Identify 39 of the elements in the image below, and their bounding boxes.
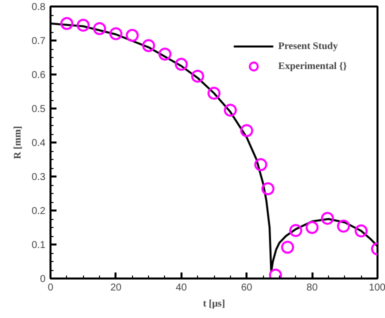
x-tick-label: 20 <box>110 282 122 294</box>
point <box>93 22 106 36</box>
x-tick-label: 60 <box>241 282 253 294</box>
legend-label: Present Study <box>278 40 338 52</box>
y-tick-label: 0.6 <box>32 70 46 81</box>
y-tick-label: 0.5 <box>32 104 46 115</box>
point <box>336 220 350 233</box>
point <box>109 27 122 40</box>
x-tick-label: 0 <box>48 282 54 294</box>
point <box>306 221 319 234</box>
point <box>254 158 268 172</box>
point <box>76 18 90 32</box>
point <box>208 86 220 100</box>
y-tick-label: 0.7 <box>32 36 46 47</box>
x-tick-label: 100 <box>368 282 385 294</box>
legend-label: Experimental {} <box>278 60 347 72</box>
point <box>191 70 204 83</box>
x-tick-label: 80 <box>306 282 318 294</box>
y-axis-title: R [mm] <box>12 126 24 160</box>
point <box>158 48 172 61</box>
x-axis-title: t [μs] <box>202 298 226 310</box>
point <box>142 39 156 52</box>
point <box>60 17 74 30</box>
point <box>224 104 237 117</box>
point <box>174 58 188 71</box>
point <box>126 28 139 42</box>
point <box>240 124 254 138</box>
y-tick-label: 0.4 <box>32 138 46 149</box>
point <box>261 182 274 196</box>
point <box>354 224 368 238</box>
point <box>289 224 302 238</box>
point <box>281 240 294 254</box>
y-tick-label: 0.2 <box>32 206 46 217</box>
y-tick-label: 0 <box>40 274 46 285</box>
x-tick-label: 40 <box>176 282 188 294</box>
y-tick-label: 0.8 <box>32 2 46 13</box>
point <box>320 212 334 225</box>
y-tick-label: 0.3 <box>32 172 46 183</box>
y-tick-label: 0.1 <box>32 240 46 251</box>
